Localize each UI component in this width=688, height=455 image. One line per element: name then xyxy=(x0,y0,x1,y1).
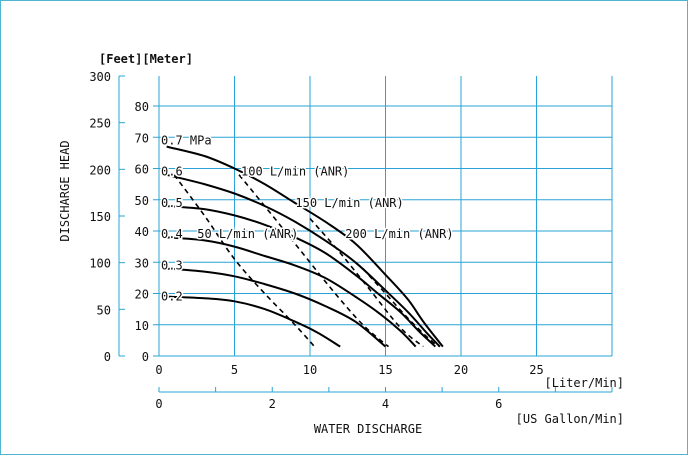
gallon-axis-unit-label: [US Gallon/Min] xyxy=(516,412,624,426)
gallon-tick-label: 4 xyxy=(382,397,389,411)
gallon-tick-label: 6 xyxy=(495,397,502,411)
x-tick-label: 20 xyxy=(454,363,468,377)
meter-tick-label: 40 xyxy=(135,225,149,239)
meter-tick-label: 50 xyxy=(135,194,149,208)
pressure-curve xyxy=(166,173,441,348)
curve-label: 150 L/min (ANR) xyxy=(295,196,403,210)
meter-tick-label: 70 xyxy=(135,131,149,145)
feet-tick-label: 200 xyxy=(89,163,111,177)
flow-curve xyxy=(362,267,441,348)
flow-curve xyxy=(173,174,316,348)
curve-label: 100 L/min (ANR) xyxy=(241,165,349,179)
x-tick-label: 10 xyxy=(303,363,317,377)
flow-curve xyxy=(309,217,424,348)
x-tick-label: 5 xyxy=(231,363,238,377)
pressure-curve xyxy=(166,236,417,348)
meter-tick-label: 30 xyxy=(135,256,149,270)
feet-tick-label: 300 xyxy=(89,70,111,84)
x-tick-label: 0 xyxy=(155,363,162,377)
feet-tick-label: 0 xyxy=(104,350,111,364)
y-axis-unit-label: [Feet][Meter] xyxy=(99,52,193,66)
pressure-curve xyxy=(166,145,444,348)
curve-label: 0.4 xyxy=(161,227,183,241)
feet-tick-label: 100 xyxy=(89,257,111,271)
pressure-curve xyxy=(166,295,341,348)
curve-label: 0.2 xyxy=(161,290,183,304)
feet-tick-label: 150 xyxy=(89,210,111,224)
curve-label: 0.3 xyxy=(161,258,183,272)
curve-label: 200 L/min (ANR) xyxy=(345,227,453,241)
x-axis-unit-label: [Liter/Min] xyxy=(545,376,624,390)
gallon-tick-label: 2 xyxy=(269,397,276,411)
x-axis-title: WATER DISCHARGE xyxy=(314,422,422,436)
curve-label: 50 L/min (ANR) xyxy=(197,227,298,241)
flow-curve xyxy=(238,174,390,348)
y-axis-title: DISCHARGE HEAD xyxy=(58,140,72,241)
pressure-curve xyxy=(166,205,436,348)
x-tick-label: 15 xyxy=(378,363,392,377)
x-tick-label: 25 xyxy=(529,363,543,377)
meter-tick-label: 20 xyxy=(135,288,149,302)
curve-label: 0.6 xyxy=(161,165,183,179)
gallon-tick-label: 0 xyxy=(155,397,162,411)
meter-tick-label: 10 xyxy=(135,319,149,333)
feet-tick-label: 250 xyxy=(89,117,111,131)
pressure-curve xyxy=(166,267,387,348)
feet-tick-label: 50 xyxy=(97,303,111,317)
curve-label: 0.7 MPa xyxy=(161,133,212,147)
curve-label: 0.5 xyxy=(161,196,183,210)
meter-tick-label: 80 xyxy=(135,100,149,114)
meter-tick-label: 60 xyxy=(135,163,149,177)
meter-tick-label: 0 xyxy=(142,350,149,364)
